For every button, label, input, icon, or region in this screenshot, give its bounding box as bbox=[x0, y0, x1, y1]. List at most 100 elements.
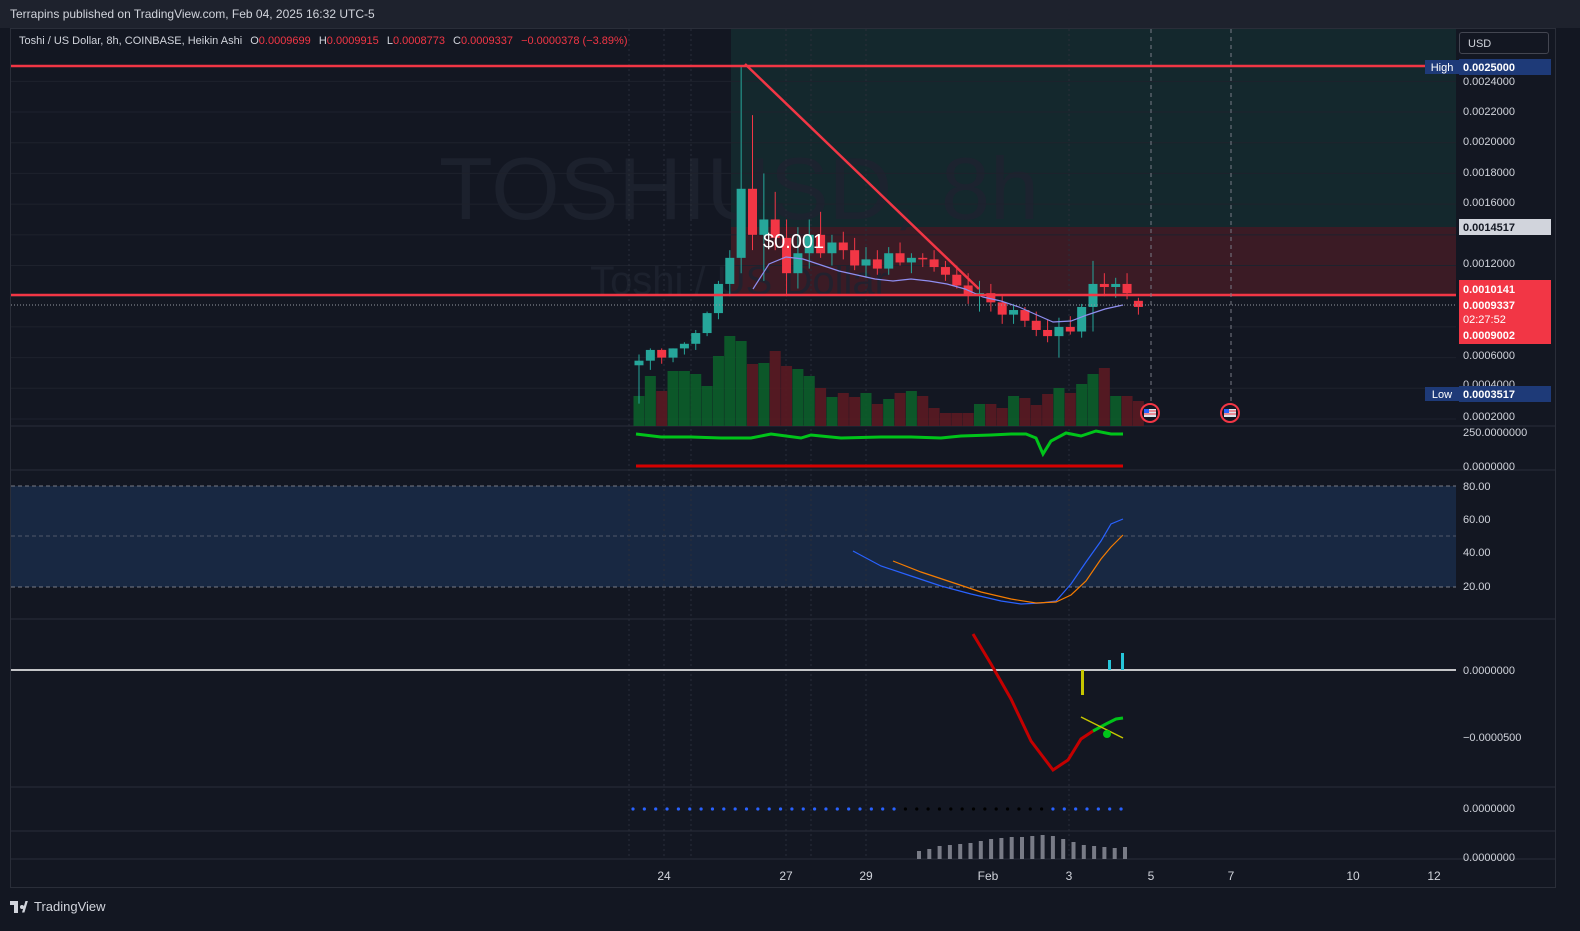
time-tick-label: 12 bbox=[1427, 869, 1441, 883]
squeeze-dot bbox=[722, 807, 726, 811]
histogram-bar bbox=[947, 845, 952, 859]
pane-axis-label: 0.0000000 bbox=[1463, 665, 1515, 677]
volume-bar bbox=[735, 341, 747, 426]
candle-body bbox=[1054, 326, 1064, 337]
pane-axis-label: −0.0000500 bbox=[1463, 732, 1521, 744]
volume-bar bbox=[656, 391, 668, 426]
pane-axis-label: 40.00 bbox=[1463, 547, 1491, 559]
candle-body bbox=[1099, 283, 1109, 288]
price-box-value: 0.0009002 bbox=[1463, 330, 1515, 342]
squeeze-dot bbox=[744, 807, 749, 811]
volume-bar bbox=[747, 364, 758, 426]
squeeze-dot bbox=[699, 807, 703, 811]
volume-bar bbox=[883, 399, 895, 426]
low-label-bg bbox=[1425, 387, 1459, 401]
price-tick-label: 0.0002000 bbox=[1463, 411, 1515, 423]
price-tick-label: 0.0016000 bbox=[1463, 197, 1515, 209]
macd-hist-bar bbox=[1081, 670, 1084, 695]
histogram-bar bbox=[917, 851, 921, 859]
squeeze-dot bbox=[949, 807, 953, 811]
squeeze-dot bbox=[983, 807, 987, 811]
high-tag-bg bbox=[1459, 59, 1551, 75]
volume-bar bbox=[758, 363, 770, 426]
candle-body bbox=[1077, 306, 1087, 332]
squeeze-dot bbox=[756, 807, 760, 811]
legend-low: 0.0008773 bbox=[392, 35, 445, 47]
volume-bar bbox=[996, 408, 1008, 426]
squeeze-dot bbox=[688, 807, 692, 811]
profit-zone bbox=[731, 29, 1456, 227]
squeeze-dot bbox=[960, 807, 964, 811]
candle-body bbox=[702, 313, 712, 334]
pane-axis-label: 0.0000000 bbox=[1463, 461, 1515, 473]
squeeze-dot bbox=[994, 807, 998, 811]
volume-bar bbox=[803, 376, 815, 426]
candle-body bbox=[816, 234, 826, 254]
pane-axis-label: 80.00 bbox=[1463, 481, 1491, 493]
legend-change: −0.0000378 (−3.89%) bbox=[521, 35, 628, 47]
volume-bar bbox=[1110, 396, 1122, 426]
legend-close-label: C bbox=[453, 35, 461, 47]
squeeze-dot bbox=[642, 807, 646, 811]
candle-body bbox=[782, 237, 792, 274]
candle-body bbox=[634, 360, 644, 366]
squeeze-dot bbox=[881, 807, 885, 811]
currency-selector[interactable]: USD bbox=[1459, 32, 1549, 54]
candle-body bbox=[895, 253, 905, 263]
volume-bar bbox=[701, 386, 713, 426]
squeeze-dot bbox=[1040, 807, 1044, 811]
price-tick-label: 0.0020000 bbox=[1463, 136, 1515, 148]
macd-cross-dot bbox=[1103, 730, 1111, 738]
series-legend[interactable]: Toshi / US Dollar, 8h, COINBASE, Heikin … bbox=[19, 35, 627, 47]
legend-open: 0.0009699 bbox=[258, 35, 311, 47]
candles bbox=[634, 66, 1143, 404]
squeeze-dot bbox=[801, 807, 805, 811]
time-tick-label: Feb bbox=[978, 869, 999, 883]
candle-body bbox=[1009, 310, 1019, 315]
squeeze-dot bbox=[869, 807, 873, 811]
low-label: Low bbox=[1432, 389, 1452, 401]
histogram-bar bbox=[1050, 836, 1055, 859]
candle-body bbox=[850, 250, 860, 266]
volume-bar bbox=[633, 396, 645, 426]
volume-bar bbox=[1008, 396, 1020, 426]
bottom-histogram bbox=[917, 835, 1127, 859]
candle-body bbox=[793, 253, 803, 274]
publisher-bar: Terrapins published on TradingView.com, … bbox=[0, 0, 1580, 28]
candle-body bbox=[1133, 300, 1143, 307]
candle-body bbox=[748, 188, 757, 235]
histogram-bar bbox=[927, 849, 932, 859]
volume-bar bbox=[1030, 405, 1042, 426]
candle-body bbox=[1043, 329, 1053, 337]
time-grid bbox=[628, 29, 1070, 859]
publisher-text: Terrapins published on TradingView.com, … bbox=[10, 7, 375, 21]
candle-body bbox=[872, 259, 882, 269]
volume-bar bbox=[1087, 374, 1099, 426]
volume-bar bbox=[644, 376, 656, 426]
chart-frame[interactable]: TOSHIUSD, 8h Toshi / US Dollar $0.001 bbox=[10, 28, 1556, 888]
squeeze-dot bbox=[767, 807, 771, 811]
footer-bar: TradingView bbox=[0, 891, 1580, 931]
time-tick-label: 27 bbox=[779, 869, 793, 883]
histogram-bar bbox=[1030, 836, 1035, 859]
grid-lines bbox=[11, 80, 1456, 420]
price-annotation: $0.001 bbox=[763, 231, 824, 253]
time-tick-label: 24 bbox=[657, 869, 671, 883]
legend-high-label: H bbox=[318, 35, 327, 47]
chart-canvas[interactable]: TOSHIUSD, 8h Toshi / US Dollar $0.001 bbox=[11, 29, 1556, 888]
squeeze-dot bbox=[1085, 807, 1089, 811]
histogram-bar bbox=[978, 841, 983, 859]
price-box bbox=[1459, 280, 1551, 344]
us-event-icon[interactable] bbox=[1220, 403, 1240, 423]
candle-body bbox=[725, 257, 735, 284]
time-tick-label: 10 bbox=[1346, 869, 1360, 883]
volume-bar bbox=[792, 369, 804, 426]
squeeze-dot bbox=[1096, 807, 1100, 811]
squeeze-dot bbox=[847, 807, 851, 811]
volume-bar bbox=[1064, 393, 1076, 426]
histogram-bar bbox=[958, 844, 963, 859]
volume-bar bbox=[815, 388, 827, 426]
legend-symbol: Toshi / US Dollar, 8h, COINBASE, Heikin … bbox=[19, 35, 243, 47]
us-event-icon[interactable] bbox=[1140, 403, 1160, 423]
tradingview-brand[interactable]: TradingView bbox=[10, 899, 106, 914]
